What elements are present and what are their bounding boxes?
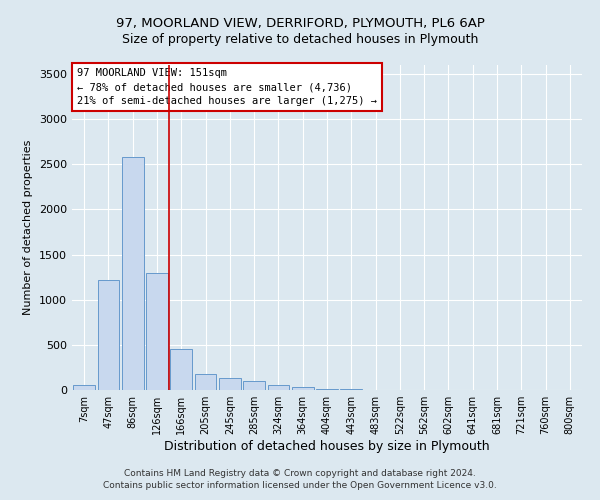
Bar [243, 381, 265, 390]
Bar [194, 374, 217, 390]
Bar [170, 350, 192, 390]
Y-axis label: Number of detached properties: Number of detached properties [23, 140, 34, 315]
Text: Contains HM Land Registry data © Crown copyright and database right 2024.: Contains HM Land Registry data © Crown c… [124, 468, 476, 477]
X-axis label: Distribution of detached houses by size in Plymouth: Distribution of detached houses by size … [164, 440, 490, 453]
Text: Contains public sector information licensed under the Open Government Licence v3: Contains public sector information licen… [103, 481, 497, 490]
Bar [340, 389, 362, 390]
Text: 97, MOORLAND VIEW, DERRIFORD, PLYMOUTH, PL6 6AP: 97, MOORLAND VIEW, DERRIFORD, PLYMOUTH, … [116, 18, 484, 30]
Bar [268, 386, 289, 390]
Text: Size of property relative to detached houses in Plymouth: Size of property relative to detached ho… [122, 32, 478, 46]
Bar [146, 272, 168, 390]
Bar [73, 384, 95, 390]
Bar [219, 378, 241, 390]
Text: 97 MOORLAND VIEW: 151sqm
← 78% of detached houses are smaller (4,736)
21% of sem: 97 MOORLAND VIEW: 151sqm ← 78% of detach… [77, 68, 377, 106]
Bar [122, 157, 143, 390]
Bar [292, 388, 314, 390]
Bar [316, 388, 338, 390]
Bar [97, 280, 119, 390]
